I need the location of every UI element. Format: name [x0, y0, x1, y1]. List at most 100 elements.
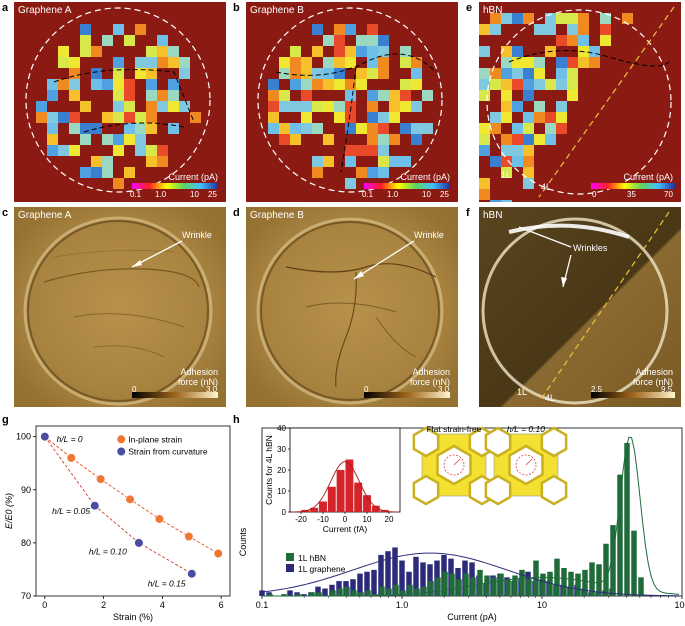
current-pixel [501, 46, 512, 57]
current-pixel [80, 35, 91, 46]
lattice-hexagon [484, 474, 512, 506]
histogram-bar-hbn [477, 569, 483, 596]
panel-b-colorbar-ticks: 0.1 1.0 10 25 [362, 190, 449, 199]
current-pixel [113, 90, 124, 101]
histogram-bar-hbn [526, 579, 532, 596]
current-pixel [490, 79, 501, 90]
inset-y-tick-label: 30 [277, 445, 286, 454]
current-pixel [279, 57, 290, 68]
current-pixel [512, 145, 523, 156]
histogram-bar-hbn [379, 586, 385, 596]
legend-swatch [286, 553, 294, 561]
current-pixel [378, 46, 389, 57]
annotation-label: h/L = 0 [57, 434, 83, 444]
current-pixel [545, 24, 556, 35]
current-pixel [389, 134, 400, 145]
histogram-bar-hbn [554, 558, 560, 596]
current-pixel [334, 68, 345, 79]
current-pixel [268, 112, 279, 123]
current-pixel [378, 134, 389, 145]
panel-c-title: Graphene A [18, 210, 72, 221]
current-pixel [157, 57, 168, 68]
current-pixel [279, 123, 290, 134]
current-pixel [556, 101, 567, 112]
current-pixel [345, 156, 356, 167]
inset-histogram-bar [327, 486, 336, 512]
panel-letter-b: b [233, 2, 240, 14]
current-pixel [124, 167, 135, 178]
current-pixel [411, 101, 422, 112]
current-pixel [312, 46, 323, 57]
fit-curve-hbn [262, 436, 680, 597]
histogram-bar-hbn [561, 568, 567, 596]
current-pixel [323, 156, 334, 167]
panel-c-colorbar-ticks: 0 3.0 [132, 385, 218, 394]
current-pixel [91, 167, 102, 178]
panel-f-colorbar-label-1: Adhesion [635, 367, 673, 377]
fit-line [44, 436, 193, 575]
panel-c-colorbar-label-2: force (nN) [177, 377, 218, 387]
panel-b-colorbar-label: Current (pA) [400, 172, 450, 182]
panel-f-4L-label: 4L [545, 393, 556, 403]
current-pixel [113, 57, 124, 68]
current-pixel [378, 112, 389, 123]
current-pixel [556, 35, 567, 46]
histogram-bar-hbn [463, 573, 469, 596]
panel-d-colorbar-ticks: 0 3.0 [364, 385, 450, 394]
current-pixel [345, 178, 356, 189]
current-pixel [312, 123, 323, 134]
current-pixel [411, 79, 422, 90]
histogram-bar-hbn [603, 543, 609, 596]
panel-letter-h: h [233, 414, 240, 426]
current-pixel [356, 167, 367, 178]
current-pixel [91, 68, 102, 79]
current-pixel [523, 57, 534, 68]
crystal-insets: Flat strain-free h/L = 0.10 [412, 424, 568, 506]
current-pixel [113, 24, 124, 35]
current-pixel [345, 24, 356, 35]
histogram-bar-hbn [568, 571, 574, 596]
current-pixel [135, 134, 146, 145]
current-pixel [556, 13, 567, 24]
current-pixel [523, 68, 534, 79]
membrane-outline [486, 9, 672, 195]
data-point [96, 474, 106, 484]
panel-letter-c: c [2, 207, 9, 219]
current-pixel [345, 90, 356, 101]
current-pixel [334, 46, 345, 57]
current-pixel [490, 13, 501, 24]
current-pixel [422, 123, 433, 134]
current-pixel [268, 123, 279, 134]
current-pixel [58, 112, 69, 123]
current-pixel [378, 68, 389, 79]
wrinkle-trace [53, 69, 195, 133]
panel-b-title: Graphene B [250, 5, 304, 16]
histogram-bar-hbn [519, 569, 525, 596]
y-tick-label: 100 [16, 432, 31, 442]
y-axis-label: E/E0 (%) [4, 493, 14, 529]
histogram-bar-hbn [540, 573, 546, 596]
panel-e-colorbar-label: Current (pA) [623, 172, 673, 182]
current-pixel [367, 134, 378, 145]
histogram-bar-graphene [322, 588, 328, 596]
current-pixel [102, 167, 113, 178]
current-pixel [367, 35, 378, 46]
current-pixel [334, 79, 345, 90]
histogram-bar-hbn [386, 588, 392, 596]
chart-g: 0 2 4 6 70 80 90 100 Strain (%) E/E0 (%) In-plane … [4, 425, 231, 622]
current-pixel [69, 123, 80, 134]
panel-letter-e: e [466, 2, 473, 14]
histogram-bar-hbn [435, 577, 441, 596]
current-pixel [80, 24, 91, 35]
current-pixel [146, 79, 157, 90]
strain-radius [453, 458, 461, 466]
x-tick-label: 2 [101, 600, 106, 610]
current-pixel [367, 167, 378, 178]
histogram-bar-graphene [287, 590, 293, 596]
inset-histogram-bar [363, 495, 371, 512]
data-point [90, 501, 100, 511]
inset-x-tick-label: 20 [385, 515, 394, 524]
current-pixel [80, 101, 91, 112]
current-pixel [268, 101, 279, 112]
histogram-bar-hbn [456, 579, 462, 596]
